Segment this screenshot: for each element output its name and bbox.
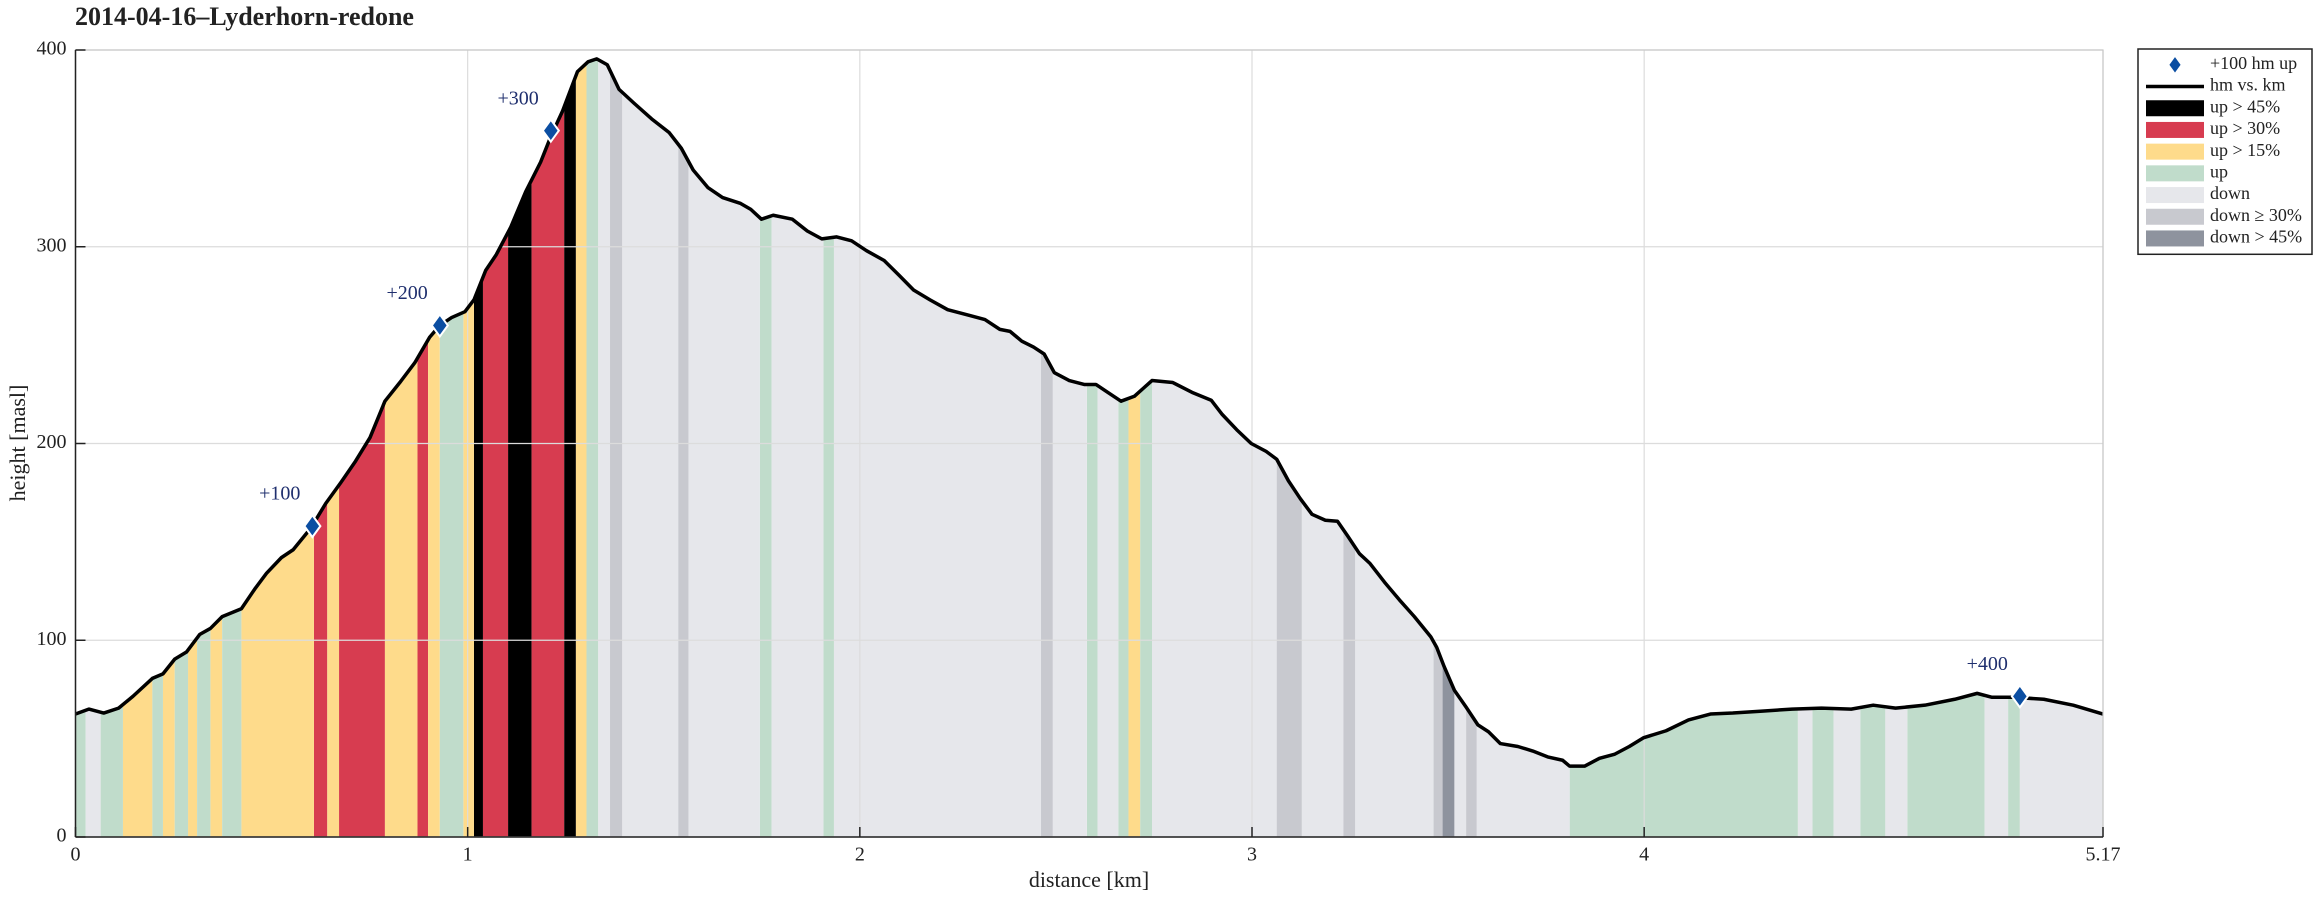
- legend-swatch: [2146, 165, 2204, 182]
- legend-label: +100 hm up: [2210, 53, 2297, 73]
- gradient-band: [823, 58, 834, 837]
- legend-label: down: [2210, 183, 2250, 203]
- gradient-band: [473, 58, 483, 837]
- hm-marker: [541, 117, 561, 144]
- x-tick-label: 1: [463, 844, 473, 866]
- marker-label: +100: [259, 483, 300, 505]
- hm-marker: [303, 513, 322, 539]
- x-tick-label: 2: [855, 844, 865, 866]
- gradient-band: [1128, 58, 1141, 837]
- hm-marker: [430, 312, 450, 339]
- gradient-band: [622, 58, 679, 837]
- gradient-band: [1140, 58, 1152, 837]
- legend-swatch: [2146, 143, 2204, 160]
- legend-swatch: [2146, 230, 2204, 247]
- gradient-band: [678, 58, 689, 837]
- x-tick-label: 4: [1639, 844, 1649, 866]
- x-tick-label: 5.17: [2086, 844, 2121, 866]
- x-tick-label: 3: [1247, 844, 1257, 866]
- legend-swatch: [2146, 187, 2204, 204]
- y-tick-label: 300: [37, 234, 67, 256]
- gradient-band: [428, 58, 440, 837]
- legend-swatch: [2146, 100, 2204, 117]
- gradient-band: [586, 58, 599, 837]
- marker-label: +200: [387, 282, 428, 304]
- legend-label: up: [2210, 161, 2228, 181]
- y-tick-label: 0: [57, 825, 67, 847]
- gradient-band: [598, 58, 611, 837]
- legend-label: down ≥ 30%: [2210, 205, 2302, 225]
- gradient-band: [1041, 58, 1053, 837]
- gradient-band: [1118, 58, 1129, 837]
- gradient-band: [1086, 58, 1098, 837]
- legend-label: hm vs. km: [2210, 75, 2286, 95]
- gradient-band: [564, 58, 576, 837]
- legend-label: down > 45%: [2210, 227, 2302, 247]
- legend-marker: [2167, 54, 2183, 76]
- y-tick-label: 100: [37, 628, 67, 650]
- gradient-band: [610, 58, 623, 837]
- legend-swatch: [2146, 121, 2204, 138]
- y-tick-label: 200: [37, 431, 67, 453]
- gradient-band: [759, 58, 772, 837]
- hm-marker: [2010, 683, 2030, 710]
- gradient-band: [575, 58, 587, 837]
- legend-label: up > 30%: [2210, 118, 2280, 138]
- marker-label: +300: [498, 87, 539, 109]
- elevation-line: [74, 57, 2104, 768]
- legend-label: up > 15%: [2210, 140, 2280, 160]
- y-axis-label: height [masl]: [5, 385, 30, 502]
- gradient-band: [531, 58, 565, 837]
- x-tick-label: 0: [71, 844, 81, 866]
- gradient-band: [508, 58, 532, 837]
- marker-label: +400: [1967, 653, 2008, 675]
- y-tick-label: 400: [37, 38, 67, 60]
- legend-label: up > 45%: [2210, 96, 2280, 116]
- gradient-band: [417, 58, 429, 837]
- legend-swatch: [2146, 208, 2204, 225]
- x-axis-label: distance [km]: [1029, 867, 1149, 892]
- gradient-band: [463, 58, 474, 837]
- chart-title: 2014-04-16–Lyderhorn-redone: [75, 2, 414, 31]
